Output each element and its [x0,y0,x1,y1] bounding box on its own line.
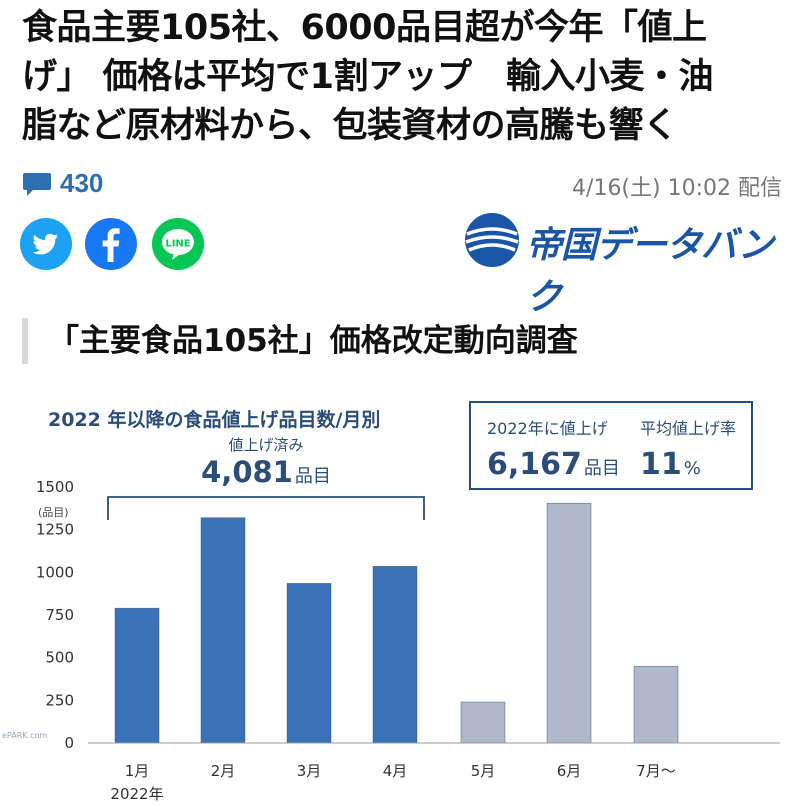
summary-left-label: 2022年に値上げ [487,419,608,438]
x-tick-label: 1月 [125,762,150,780]
y-tick-label: 0 [64,734,74,752]
x-axis-sublabel: 2022年 [110,785,163,803]
bar-3 [286,583,332,744]
y-tick-label: 750 [45,606,74,624]
y-tick-label: 250 [45,691,74,709]
annotation-bracket [107,496,425,520]
y-tick-label: 1250 [36,521,74,539]
source-logo: 帝国データバンク [462,206,782,318]
summary-right-value: 11% [640,447,701,482]
bar-6 [546,502,592,744]
y-axis-unit: (品目) [38,506,69,519]
y-tick-label: 500 [45,649,74,667]
facebook-icon [102,228,120,262]
bar-5 [460,701,506,744]
line-share-button[interactable]: LINE [152,218,204,270]
x-tick-label: 2月 [211,762,236,780]
headline-line-2: げ」 価格は平均で1割アップ 輸入小麦・油 [22,57,714,97]
facebook-share-button[interactable] [85,218,137,270]
headline-line-1: 食品主要105社、6000品目超が今年「値上 [22,8,707,48]
bar-1 [114,607,160,744]
article-headline: 食品主要105社、6000品目超が今年「値上 げ」 価格は平均で1割アップ 輸入… [22,4,782,151]
headline-line-3: 脂など原材料から、包装資材の高騰も響く [22,106,678,146]
summary-box [469,401,753,490]
annotation-value: 4,081 品目 [201,455,331,489]
source-logo-text: 帝国データバンク [526,225,774,318]
chart-title: 2022 年以降の食品値上げ品目数/月別 [48,408,380,431]
x-tick-label: 4月 [383,762,408,780]
summary-right-label: 平均値上げ率 [640,419,736,438]
summary-left-value: 6,167 品目 [487,447,620,482]
y-tick-label: 1500 [36,478,74,496]
x-tick-label: 5月 [471,762,496,780]
article-meta: 430 4/16(土) 10:02 配信 [22,166,782,202]
publish-timestamp: 4/16(土) 10:02 配信 [572,176,782,201]
comment-icon[interactable] [22,171,52,197]
share-buttons: LINE [20,218,780,274]
twitter-icon [32,233,58,255]
annotation-label: 値上げ済み [228,436,303,454]
watermark: ePARK.com [2,731,47,740]
bar-chart: 2022 年以降の食品値上げ品目数/月別 2022年に値上げ 6,167 品目 平… [0,392,800,807]
twitter-share-button[interactable] [20,218,72,270]
x-tick-label: 3月 [297,762,322,780]
bar-4 [372,566,418,744]
comment-count[interactable]: 430 [60,168,104,198]
line-icon-label: LINE [165,239,190,250]
x-tick-label: 6月 [557,762,582,780]
globe-icon [465,213,519,267]
y-tick-label: 1000 [36,563,74,581]
x-tick-label: 7月～ [636,762,676,780]
bar-2 [200,517,246,744]
section-title: 「主要食品105社」価格改定動向調査 [22,318,782,364]
line-icon: LINE [162,229,194,260]
bar-7 [633,665,679,744]
